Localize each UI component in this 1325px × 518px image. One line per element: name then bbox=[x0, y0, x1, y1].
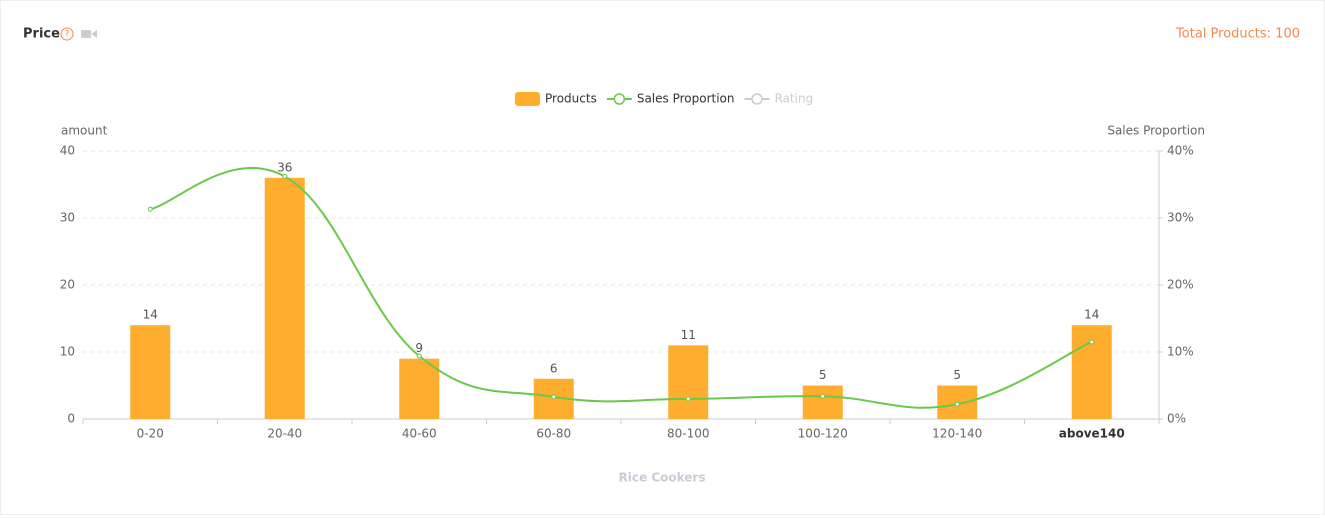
bar-value-label: 5 bbox=[819, 368, 827, 382]
y-tick-label: 20 bbox=[60, 278, 75, 292]
bar-value-label: 36 bbox=[277, 160, 292, 174]
video-icon[interactable] bbox=[81, 30, 97, 38]
x-tick-label: 120-140 bbox=[932, 427, 982, 441]
legend-swatch bbox=[515, 92, 540, 106]
legend-item[interactable]: Sales Proportion bbox=[606, 92, 735, 106]
y-tick-label: 40 bbox=[60, 144, 75, 158]
x-axis-name: Rice Cookers bbox=[619, 471, 706, 485]
legend-label: Rating bbox=[775, 92, 814, 106]
line-point bbox=[416, 353, 422, 359]
y2-tick-label: 10% bbox=[1167, 345, 1194, 359]
line-point bbox=[282, 173, 288, 179]
line-point bbox=[685, 396, 691, 402]
bar-value-label: 6 bbox=[550, 361, 558, 375]
line-point bbox=[1089, 339, 1095, 345]
bar bbox=[264, 177, 305, 419]
help-icon[interactable]: ? bbox=[60, 27, 74, 41]
bar-value-label: 11 bbox=[681, 328, 696, 342]
bar bbox=[399, 358, 440, 419]
line bbox=[150, 167, 1093, 409]
legend-swatch bbox=[751, 93, 763, 105]
bar bbox=[130, 325, 171, 419]
x-tick-label: 40-60 bbox=[402, 427, 437, 441]
y-tick-label: 0 bbox=[67, 412, 75, 426]
bar-value-label: 14 bbox=[143, 308, 158, 322]
y-axis-name: amount bbox=[61, 124, 108, 138]
total-products: Total Products: 100 bbox=[1175, 27, 1300, 42]
bar bbox=[1071, 325, 1112, 419]
line-point bbox=[820, 393, 826, 399]
y-tick-label: 10 bbox=[60, 345, 75, 359]
bar bbox=[802, 385, 843, 419]
x-tick-label: 80-100 bbox=[667, 427, 710, 441]
legend-label: Products bbox=[545, 92, 597, 106]
panel-title: Price bbox=[23, 27, 60, 42]
y2-tick-label: 0% bbox=[1167, 412, 1186, 426]
legend-swatch bbox=[613, 93, 626, 105]
y2-tick-label: 20% bbox=[1167, 278, 1194, 292]
bar-value-label: 9 bbox=[415, 341, 423, 355]
bar-value-label: 5 bbox=[953, 368, 961, 382]
x-tick-label: 0-20 bbox=[137, 427, 164, 441]
svg-text:?: ? bbox=[65, 30, 70, 40]
y2-tick-label: 40% bbox=[1167, 144, 1194, 158]
line-point bbox=[551, 394, 557, 400]
x-tick-label: 60-80 bbox=[536, 427, 571, 441]
bar bbox=[668, 345, 709, 419]
legend-item[interactable]: Rating bbox=[744, 92, 814, 106]
x-tick-label: 100-120 bbox=[798, 427, 848, 441]
y2-tick-label: 30% bbox=[1167, 211, 1194, 225]
bar-value-label: 14 bbox=[1084, 308, 1099, 322]
line-point bbox=[147, 206, 153, 212]
x-tick-label: 20-40 bbox=[267, 427, 302, 441]
y-tick-label: 30 bbox=[60, 211, 75, 225]
x-tick-label: above140 bbox=[1059, 427, 1125, 441]
line-point bbox=[954, 401, 960, 407]
legend-item[interactable]: Products bbox=[515, 92, 597, 107]
y2-axis-name: Sales Proportion bbox=[1107, 124, 1205, 138]
legend-label: Sales Proportion bbox=[637, 92, 735, 106]
